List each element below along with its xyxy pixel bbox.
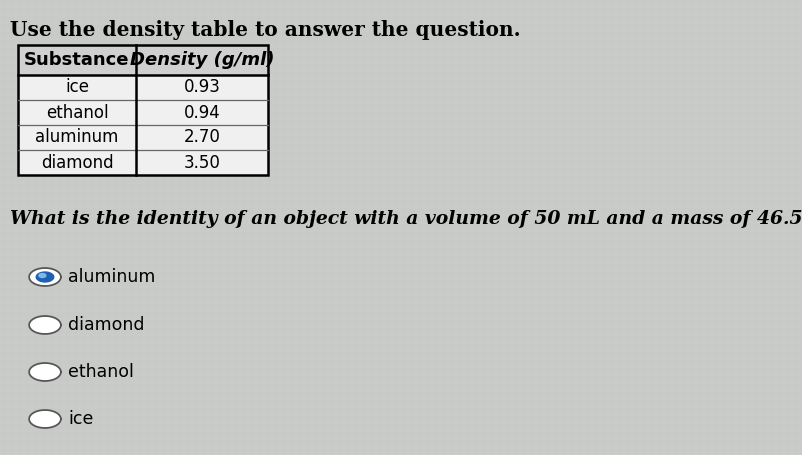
Text: 3.50: 3.50 bbox=[184, 153, 221, 172]
Polygon shape bbox=[29, 410, 61, 428]
Text: Use the density table to answer the question.: Use the density table to answer the ques… bbox=[10, 20, 520, 40]
Bar bbox=[18, 45, 268, 175]
Polygon shape bbox=[29, 268, 61, 286]
Text: 0.93: 0.93 bbox=[184, 79, 221, 96]
Text: 0.94: 0.94 bbox=[184, 103, 220, 121]
Text: Substance: Substance bbox=[24, 51, 130, 69]
Text: What is the identity of an object with a volume of 50 mL and a mass of 46.5 g?: What is the identity of an object with a… bbox=[10, 210, 802, 228]
Text: ethanol: ethanol bbox=[68, 363, 134, 381]
Text: aluminum: aluminum bbox=[35, 128, 119, 147]
Text: ice: ice bbox=[65, 79, 89, 96]
Text: aluminum: aluminum bbox=[68, 268, 155, 286]
Text: 2.70: 2.70 bbox=[184, 128, 221, 147]
Text: diamond: diamond bbox=[41, 153, 113, 172]
Polygon shape bbox=[36, 272, 54, 282]
Bar bbox=[18, 45, 268, 175]
Polygon shape bbox=[38, 273, 46, 278]
Text: diamond: diamond bbox=[68, 316, 144, 334]
Polygon shape bbox=[29, 316, 61, 334]
Polygon shape bbox=[29, 363, 61, 381]
Text: ethanol: ethanol bbox=[46, 103, 108, 121]
Text: Density (g/ml): Density (g/ml) bbox=[130, 51, 274, 69]
Bar bbox=[18, 45, 268, 75]
Text: ice: ice bbox=[68, 410, 93, 428]
